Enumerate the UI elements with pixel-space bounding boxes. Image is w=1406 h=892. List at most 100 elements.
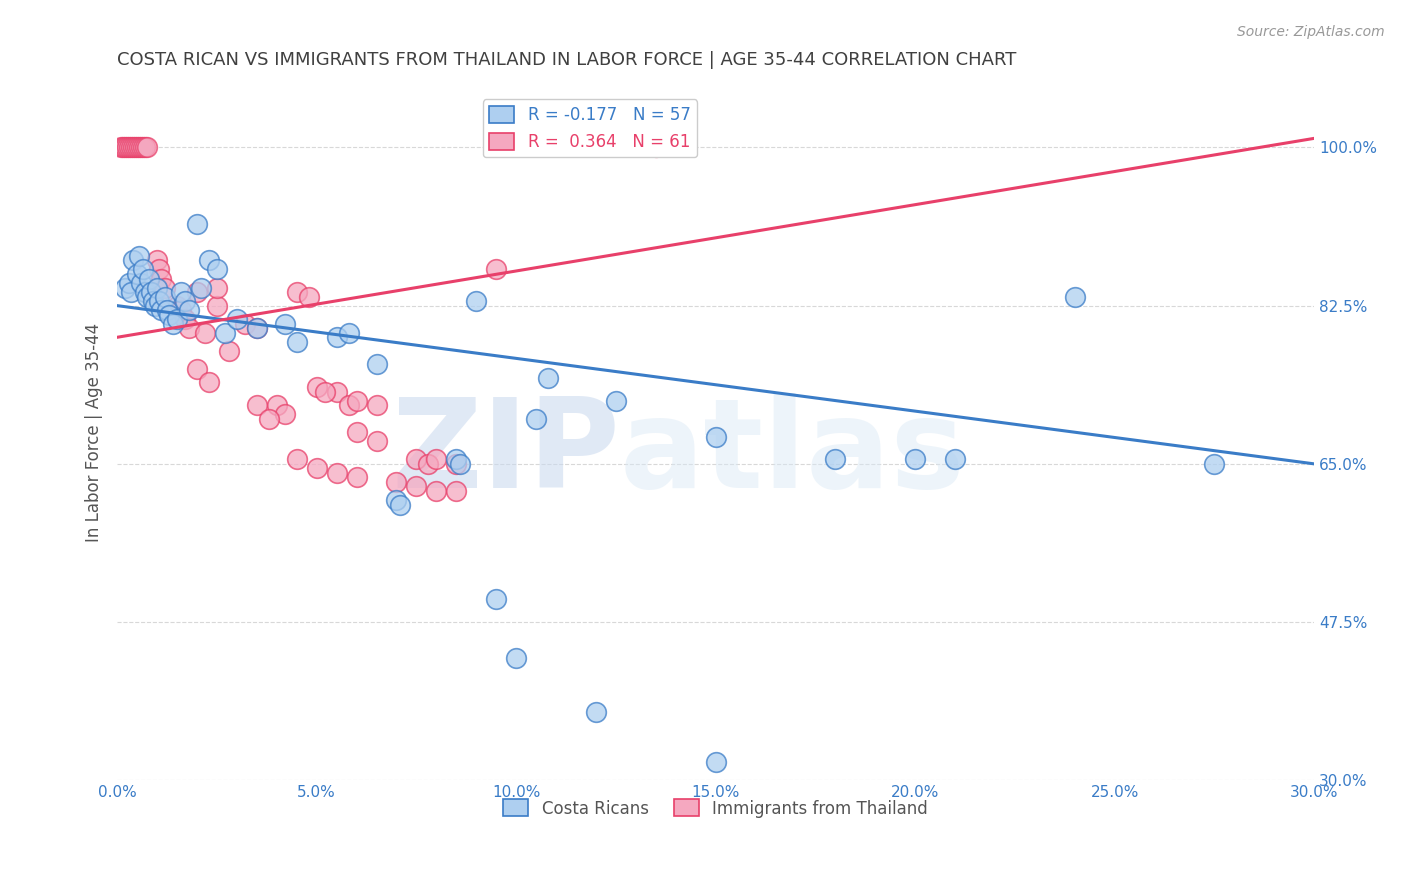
Point bbox=[205, 262, 228, 277]
Y-axis label: In Labor Force | Age 35-44: In Labor Force | Age 35-44 bbox=[86, 323, 103, 541]
Point bbox=[385, 475, 408, 489]
Point bbox=[120, 140, 142, 154]
Point bbox=[129, 276, 152, 290]
Point bbox=[214, 326, 236, 340]
Point bbox=[824, 452, 846, 467]
Point bbox=[138, 271, 160, 285]
Point bbox=[1204, 457, 1226, 471]
Point bbox=[537, 371, 560, 385]
Point bbox=[644, 140, 666, 154]
Point bbox=[346, 393, 368, 408]
Text: ZIP: ZIP bbox=[391, 392, 620, 514]
Point bbox=[146, 253, 169, 268]
Point bbox=[904, 452, 927, 467]
Point bbox=[166, 312, 188, 326]
Point bbox=[425, 483, 447, 498]
Point bbox=[198, 253, 221, 268]
Point bbox=[118, 276, 141, 290]
Point bbox=[186, 217, 208, 231]
Point bbox=[298, 290, 321, 304]
Point bbox=[122, 253, 145, 268]
Text: Source: ZipAtlas.com: Source: ZipAtlas.com bbox=[1237, 25, 1385, 39]
Point bbox=[153, 280, 176, 294]
Point bbox=[136, 290, 159, 304]
Point bbox=[156, 303, 179, 318]
Point bbox=[127, 140, 149, 154]
Point bbox=[585, 706, 607, 720]
Point bbox=[139, 285, 162, 299]
Point bbox=[943, 452, 966, 467]
Point bbox=[285, 285, 308, 299]
Point bbox=[325, 384, 347, 399]
Point bbox=[389, 498, 412, 512]
Point bbox=[124, 140, 146, 154]
Point bbox=[305, 461, 328, 475]
Point bbox=[150, 271, 173, 285]
Point bbox=[257, 411, 280, 425]
Point bbox=[129, 140, 152, 154]
Point bbox=[485, 262, 508, 277]
Point bbox=[366, 434, 388, 449]
Point bbox=[405, 452, 427, 467]
Point bbox=[704, 430, 727, 444]
Point bbox=[114, 140, 136, 154]
Point bbox=[218, 343, 240, 358]
Point bbox=[132, 262, 155, 277]
Point bbox=[285, 452, 308, 467]
Point bbox=[115, 140, 138, 154]
Point bbox=[346, 425, 368, 440]
Point bbox=[110, 140, 132, 154]
Point bbox=[166, 299, 188, 313]
Point bbox=[132, 140, 155, 154]
Point bbox=[418, 457, 440, 471]
Point bbox=[337, 398, 360, 412]
Legend: Costa Ricans, Immigrants from Thailand: Costa Ricans, Immigrants from Thailand bbox=[496, 793, 935, 824]
Point bbox=[148, 262, 170, 277]
Point bbox=[366, 358, 388, 372]
Point bbox=[198, 376, 221, 390]
Point bbox=[274, 317, 297, 331]
Point bbox=[704, 756, 727, 770]
Point bbox=[524, 411, 547, 425]
Point bbox=[314, 384, 336, 399]
Point bbox=[446, 457, 468, 471]
Point bbox=[205, 280, 228, 294]
Point bbox=[136, 140, 159, 154]
Point bbox=[170, 285, 193, 299]
Point bbox=[134, 140, 156, 154]
Point bbox=[128, 140, 150, 154]
Text: COSTA RICAN VS IMMIGRANTS FROM THAILAND IN LABOR FORCE | AGE 35-44 CORRELATION C: COSTA RICAN VS IMMIGRANTS FROM THAILAND … bbox=[117, 51, 1017, 69]
Point bbox=[190, 280, 212, 294]
Point bbox=[485, 592, 508, 607]
Point bbox=[186, 362, 208, 376]
Point bbox=[153, 290, 176, 304]
Point bbox=[114, 280, 136, 294]
Point bbox=[325, 466, 347, 480]
Point bbox=[118, 140, 141, 154]
Point bbox=[177, 303, 200, 318]
Point bbox=[465, 294, 488, 309]
Point bbox=[274, 407, 297, 421]
Point bbox=[337, 326, 360, 340]
Point bbox=[305, 380, 328, 394]
Point bbox=[425, 452, 447, 467]
Point bbox=[1063, 290, 1085, 304]
Point bbox=[150, 303, 173, 318]
Point bbox=[225, 312, 247, 326]
Point bbox=[120, 285, 142, 299]
Point bbox=[233, 317, 256, 331]
Point bbox=[146, 280, 169, 294]
Point bbox=[446, 483, 468, 498]
Point bbox=[449, 457, 471, 471]
Point bbox=[325, 330, 347, 344]
Point bbox=[134, 285, 156, 299]
Point bbox=[127, 267, 149, 281]
Point bbox=[128, 249, 150, 263]
Point bbox=[143, 299, 166, 313]
Point bbox=[266, 398, 288, 412]
Text: atlas: atlas bbox=[620, 392, 966, 514]
Point bbox=[246, 398, 269, 412]
Point bbox=[605, 393, 627, 408]
Point bbox=[142, 294, 165, 309]
Point bbox=[246, 321, 269, 335]
